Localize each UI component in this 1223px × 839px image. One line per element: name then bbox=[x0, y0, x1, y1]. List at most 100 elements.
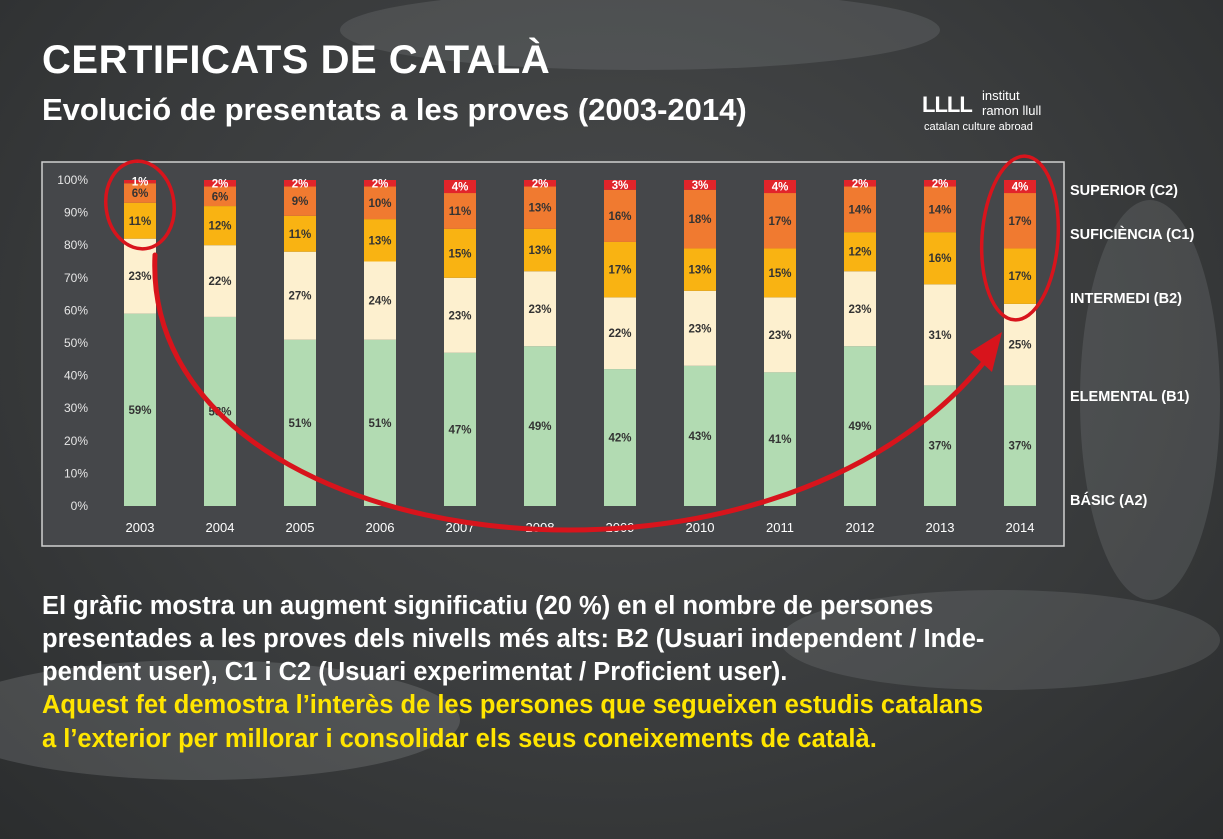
data-label: 15% bbox=[768, 268, 791, 280]
bar-segment bbox=[204, 186, 236, 207]
data-label: 11% bbox=[449, 206, 471, 218]
annotation-arrow-curve bbox=[152, 252, 998, 533]
data-label: 49% bbox=[848, 421, 871, 433]
paragraph-highlight-line-2: a l’exterior per millorar i consolidar e… bbox=[42, 724, 877, 753]
data-label: 13% bbox=[688, 265, 711, 277]
bar-segment bbox=[204, 206, 236, 246]
bar-segment bbox=[684, 189, 716, 249]
bar-segment bbox=[364, 219, 396, 262]
data-label: 31% bbox=[928, 330, 951, 342]
x-tick-label: 2005 bbox=[286, 520, 315, 535]
annotation-circle-2014 bbox=[979, 154, 1061, 322]
data-label: 6% bbox=[132, 188, 149, 200]
bar-segment bbox=[364, 186, 396, 220]
y-tick-label: 30% bbox=[64, 401, 88, 415]
x-tick-label: 2013 bbox=[926, 520, 955, 535]
annotation-circle-2003 bbox=[104, 159, 176, 251]
bar-segment bbox=[1004, 248, 1036, 304]
y-tick-label: 100% bbox=[57, 173, 88, 187]
bar-segment bbox=[444, 180, 476, 194]
paragraph-line-2: presentades a les proves dels nivells mé… bbox=[42, 625, 985, 654]
paragraph-line-1: El gràfic mostra un augment significatiu… bbox=[42, 592, 934, 620]
bar-segment bbox=[124, 183, 156, 203]
y-tick-label: 10% bbox=[64, 466, 88, 480]
data-label: 49% bbox=[528, 421, 551, 433]
data-label: 14% bbox=[928, 204, 951, 216]
bar-segment bbox=[684, 365, 716, 506]
data-label: 3% bbox=[692, 180, 709, 192]
bar-segment bbox=[764, 180, 796, 194]
data-label: 23% bbox=[128, 271, 151, 283]
logo-tagline: catalan culture abroad bbox=[924, 121, 1033, 133]
data-label: 12% bbox=[208, 221, 231, 233]
bar-segment bbox=[284, 186, 316, 216]
y-tick-label: 20% bbox=[64, 434, 88, 448]
bar-segment bbox=[444, 352, 476, 506]
bar-segment bbox=[1004, 180, 1036, 194]
data-label: 6% bbox=[212, 191, 229, 203]
bar-segment bbox=[444, 193, 476, 229]
bar-segment bbox=[604, 189, 636, 242]
data-label: 42% bbox=[608, 433, 631, 445]
data-label: 41% bbox=[768, 434, 791, 446]
data-label: 17% bbox=[1008, 216, 1031, 228]
bar-segment bbox=[604, 180, 636, 190]
x-tick-label: 2010 bbox=[686, 520, 715, 535]
page-subtitle: Evolució de presentats a les proves (200… bbox=[42, 92, 747, 127]
bar-segment bbox=[684, 180, 716, 190]
data-label: 25% bbox=[1008, 340, 1031, 352]
bar-segment bbox=[124, 313, 156, 506]
bar-segment bbox=[924, 186, 956, 233]
data-label: 2% bbox=[212, 178, 229, 190]
paragraph-highlight-line-1: Aquest fet demostra l’interès de les per… bbox=[42, 691, 983, 720]
legend-label: INTERMEDI (B2) bbox=[1070, 291, 1182, 307]
legend-label: SUFICIÈNCIA (C1) bbox=[1070, 226, 1194, 243]
data-label: 23% bbox=[768, 330, 791, 342]
data-label: 23% bbox=[448, 310, 471, 322]
bar-segment bbox=[924, 180, 956, 187]
data-label: 16% bbox=[608, 211, 631, 223]
data-label: 43% bbox=[688, 431, 711, 443]
legend-label: SUPERIOR (C2) bbox=[1070, 183, 1178, 199]
data-label: 17% bbox=[768, 216, 791, 228]
bar-segment bbox=[604, 369, 636, 506]
bar-segment bbox=[124, 180, 156, 184]
data-label: 47% bbox=[448, 424, 471, 436]
data-label: 3% bbox=[612, 180, 629, 192]
bar-segment bbox=[124, 238, 156, 314]
bar-segment bbox=[524, 228, 556, 272]
bar-segment bbox=[844, 271, 876, 347]
data-label: 24% bbox=[368, 296, 391, 308]
legend-label: BÁSIC (A2) bbox=[1070, 492, 1148, 509]
data-label: 37% bbox=[928, 441, 951, 453]
data-label: 11% bbox=[129, 216, 151, 228]
bar-segment bbox=[844, 186, 876, 233]
paragraph-line-3: pendent user), C1 i C2 (Usuari experimen… bbox=[42, 658, 788, 687]
bar-segment bbox=[204, 245, 236, 317]
logo-text-line1: institut bbox=[982, 88, 1020, 103]
x-tick-label: 2012 bbox=[846, 520, 875, 535]
explanation-paragraph: El gràfic mostra un augment significatiu… bbox=[42, 590, 1172, 756]
data-label: 13% bbox=[528, 245, 551, 257]
bar-segment bbox=[524, 271, 556, 347]
data-label: 4% bbox=[1012, 182, 1029, 194]
x-tick-label: 2011 bbox=[766, 520, 794, 535]
logo-mark: LLLL bbox=[922, 92, 973, 117]
x-tick-label: 2003 bbox=[126, 520, 155, 535]
data-label: 12% bbox=[848, 247, 871, 259]
data-label: 23% bbox=[688, 323, 711, 335]
data-label: 2% bbox=[932, 178, 949, 190]
institut-ramon-llull-logo: LLLL institut ramon llull catalan cultur… bbox=[922, 88, 1062, 136]
bar-segment bbox=[684, 290, 716, 366]
bar-segment bbox=[364, 180, 396, 187]
x-tick-label: 2014 bbox=[1006, 520, 1035, 535]
bar-segment bbox=[924, 284, 956, 386]
data-label: 10% bbox=[368, 198, 391, 210]
bar-segment bbox=[764, 372, 796, 506]
y-tick-label: 80% bbox=[64, 238, 88, 252]
annotation-arrow-head bbox=[970, 332, 1002, 372]
data-label: 13% bbox=[528, 203, 551, 215]
y-tick-label: 70% bbox=[64, 271, 88, 285]
bar-segment bbox=[444, 277, 476, 353]
data-label: 23% bbox=[848, 304, 871, 316]
